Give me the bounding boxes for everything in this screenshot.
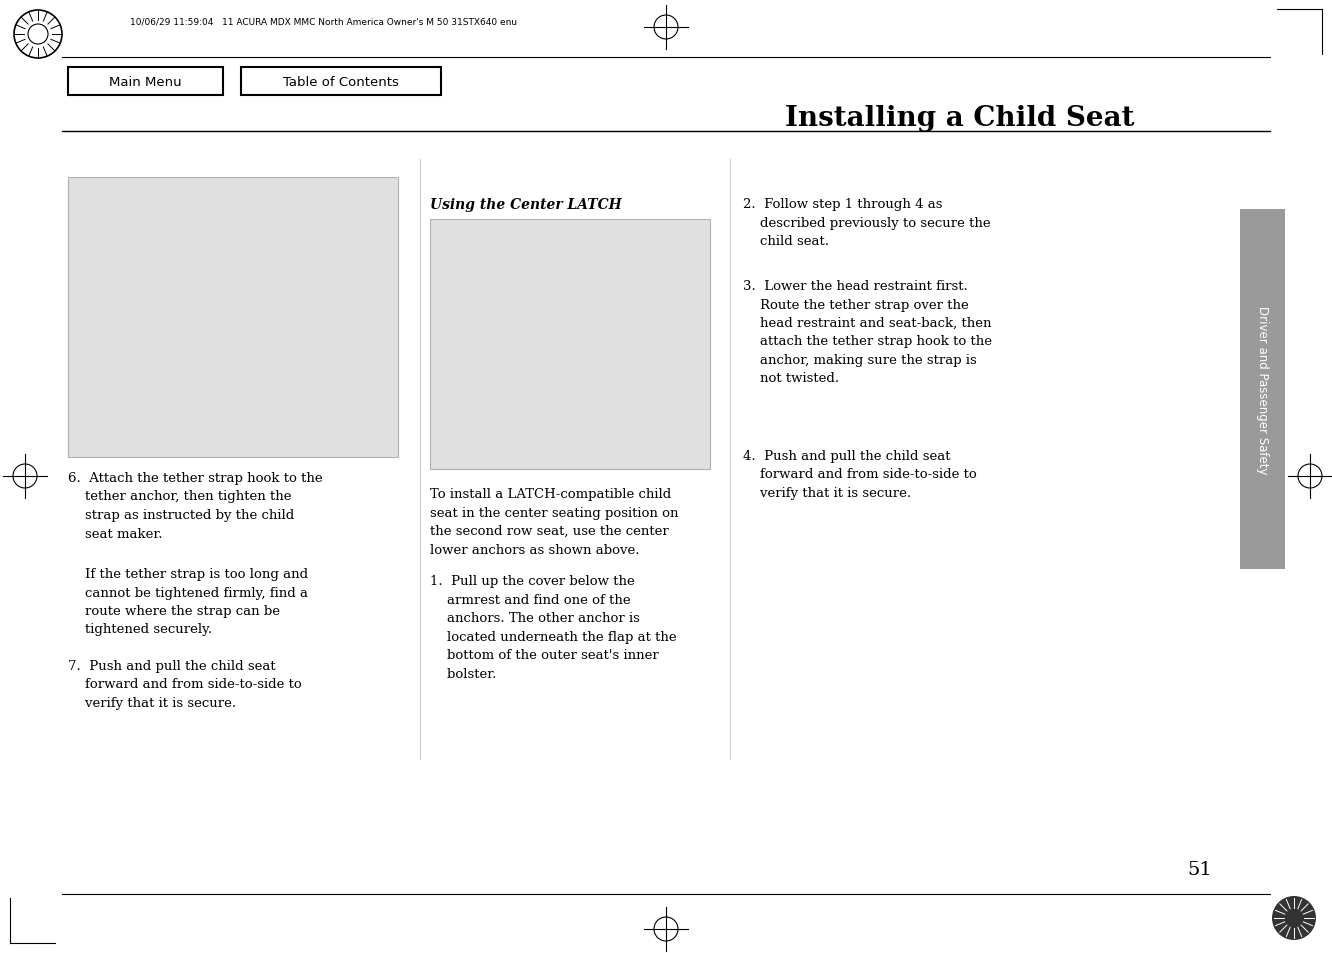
Bar bbox=[68, 178, 398, 457]
Bar bbox=[68, 68, 222, 96]
Text: 10/06/29 11:59:04   11 ACURA MDX MMC North America Owner's M 50 31STX640 enu: 10/06/29 11:59:04 11 ACURA MDX MMC North… bbox=[131, 17, 517, 27]
Text: Driver and Passenger Safety: Driver and Passenger Safety bbox=[1256, 305, 1269, 474]
Text: If the tether strap is too long and
    cannot be tightened firmly, find a
    r: If the tether strap is too long and cann… bbox=[68, 567, 308, 636]
Text: 4.  Push and pull the child seat
    forward and from side-to-side to
    verify: 4. Push and pull the child seat forward … bbox=[743, 450, 976, 499]
Text: Table of Contents: Table of Contents bbox=[284, 75, 400, 89]
Bar bbox=[430, 220, 710, 470]
Text: To install a LATCH-compatible child
seat in the center seating position on
the s: To install a LATCH-compatible child seat… bbox=[430, 488, 678, 556]
Text: 3.  Lower the head restraint first.
    Route the tether strap over the
    head: 3. Lower the head restraint first. Route… bbox=[743, 280, 992, 385]
Text: 1.  Pull up the cover below the
    armrest and find one of the
    anchors. The: 1. Pull up the cover below the armrest a… bbox=[430, 575, 677, 679]
Circle shape bbox=[1272, 896, 1316, 940]
Text: 7.  Push and pull the child seat
    forward and from side-to-side to
    verify: 7. Push and pull the child seat forward … bbox=[68, 659, 302, 709]
Text: 6.  Attach the tether strap hook to the
    tether anchor, then tighten the
    : 6. Attach the tether strap hook to the t… bbox=[68, 472, 322, 540]
Text: Using the Center LATCH: Using the Center LATCH bbox=[430, 198, 622, 212]
Bar bbox=[1240, 210, 1285, 569]
Text: 51: 51 bbox=[1188, 861, 1212, 878]
Text: Installing a Child Seat: Installing a Child Seat bbox=[786, 105, 1135, 132]
Bar bbox=[241, 68, 441, 96]
Text: 2.  Follow step 1 through 4 as
    described previously to secure the
    child : 2. Follow step 1 through 4 as described … bbox=[743, 198, 991, 248]
Text: Main Menu: Main Menu bbox=[109, 75, 181, 89]
